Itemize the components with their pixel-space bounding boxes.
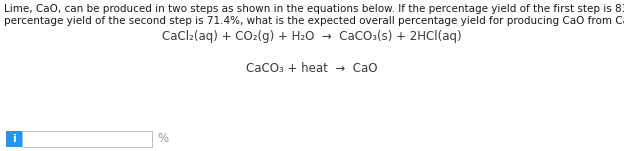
Text: Lime, CaO, can be produced in two steps as shown in the equations below. If the : Lime, CaO, can be produced in two steps … xyxy=(4,4,624,14)
Text: percentage yield of the second step is 71.4%, what is the expected overall perce: percentage yield of the second step is 7… xyxy=(4,16,624,26)
Text: %: % xyxy=(157,132,168,146)
Text: i: i xyxy=(12,134,16,144)
FancyBboxPatch shape xyxy=(22,131,152,147)
Text: CaCl₂(aq) + CO₂(​g​) + H₂O  →  CaCO₃(s) + 2HCl(aq): CaCl₂(aq) + CO₂(​g​) + H₂O → CaCO₃(s) + … xyxy=(162,30,462,43)
Text: CaCO₃ + heat  →  CaO: CaCO₃ + heat → CaO xyxy=(246,62,378,75)
FancyBboxPatch shape xyxy=(6,131,22,147)
